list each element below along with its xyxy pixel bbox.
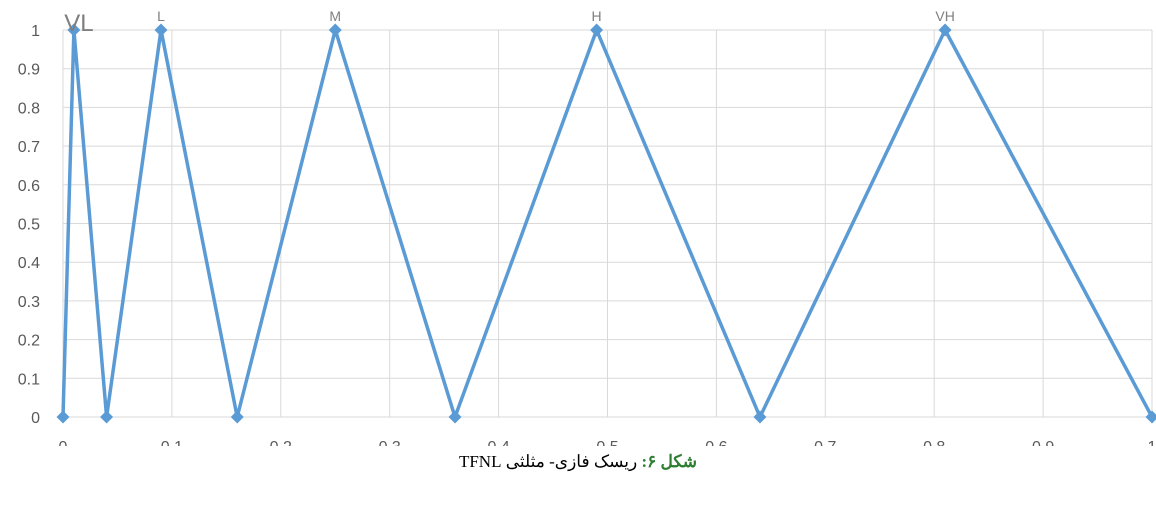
peak-label: VL bbox=[64, 10, 93, 37]
y-tick-label: 0.6 bbox=[18, 178, 40, 195]
x-tick-label: 0.8 bbox=[923, 439, 945, 446]
data-point-marker bbox=[753, 410, 767, 424]
grid-lines bbox=[62, 29, 1153, 418]
x-tick-label: 0.6 bbox=[705, 439, 727, 446]
peak-labels: VL L M H VH bbox=[64, 8, 955, 37]
y-tick-label: 0.2 bbox=[18, 333, 40, 350]
x-tick-label: 0.3 bbox=[379, 439, 401, 446]
x-tick-label: 0 bbox=[59, 439, 68, 446]
data-point-marker bbox=[56, 410, 70, 424]
x-tick-label: 1 bbox=[1148, 439, 1156, 446]
y-tick-label: 0.9 bbox=[18, 62, 40, 79]
series-line bbox=[56, 23, 1156, 424]
x-tick-label: 0.4 bbox=[487, 439, 509, 446]
y-tick-label: 0.5 bbox=[18, 217, 40, 234]
y-tick-label: 0.7 bbox=[18, 139, 40, 156]
x-tick-label: 0.9 bbox=[1032, 439, 1054, 446]
peak-label: VH bbox=[935, 8, 954, 24]
data-point-marker bbox=[1145, 410, 1156, 424]
chart: 0 0.1 0.2 0.3 0.4 0.5 0.6 0.7 0.8 0.9 1 0 0.1 0.2 0.3 0… bbox=[18, 8, 1156, 446]
caption-text: ریسک فازی- مثلثی TFNL bbox=[458, 452, 638, 471]
peak-label: H bbox=[592, 8, 602, 24]
y-tick-label: 0.4 bbox=[18, 255, 40, 272]
data-point-marker bbox=[328, 23, 342, 37]
peak-label: L bbox=[157, 8, 165, 24]
data-point-marker bbox=[938, 23, 952, 37]
x-tick-label: 0.2 bbox=[270, 439, 292, 446]
data-point-marker bbox=[67, 23, 81, 37]
data-point-marker bbox=[100, 410, 114, 424]
data-point-marker bbox=[154, 23, 168, 37]
x-tick-label: 0.1 bbox=[161, 439, 183, 446]
y-tick-label: 0.8 bbox=[18, 100, 40, 117]
caption-lead: شکل ۶: bbox=[641, 452, 698, 471]
y-tick-label: 0.3 bbox=[18, 294, 40, 311]
data-point-marker bbox=[590, 23, 604, 37]
x-tick-label: 0.7 bbox=[814, 439, 836, 446]
axis-ticks: 0 0.1 0.2 0.3 0.4 0.5 0.6 0.7 0.8 0.9 1 0 0.1 0.2 0.3 0… bbox=[18, 23, 1156, 446]
y-tick-label: 0.1 bbox=[18, 371, 40, 388]
y-tick-label: 1 bbox=[31, 23, 40, 40]
y-tick-label: 0 bbox=[31, 410, 40, 427]
data-point-marker bbox=[230, 410, 244, 424]
data-point-marker bbox=[448, 410, 462, 424]
x-tick-label: 0.5 bbox=[596, 439, 618, 446]
peak-label: M bbox=[329, 8, 341, 24]
figure-caption: شکل ۶: ریسک فازی- مثلثی TFNL bbox=[0, 452, 1156, 472]
